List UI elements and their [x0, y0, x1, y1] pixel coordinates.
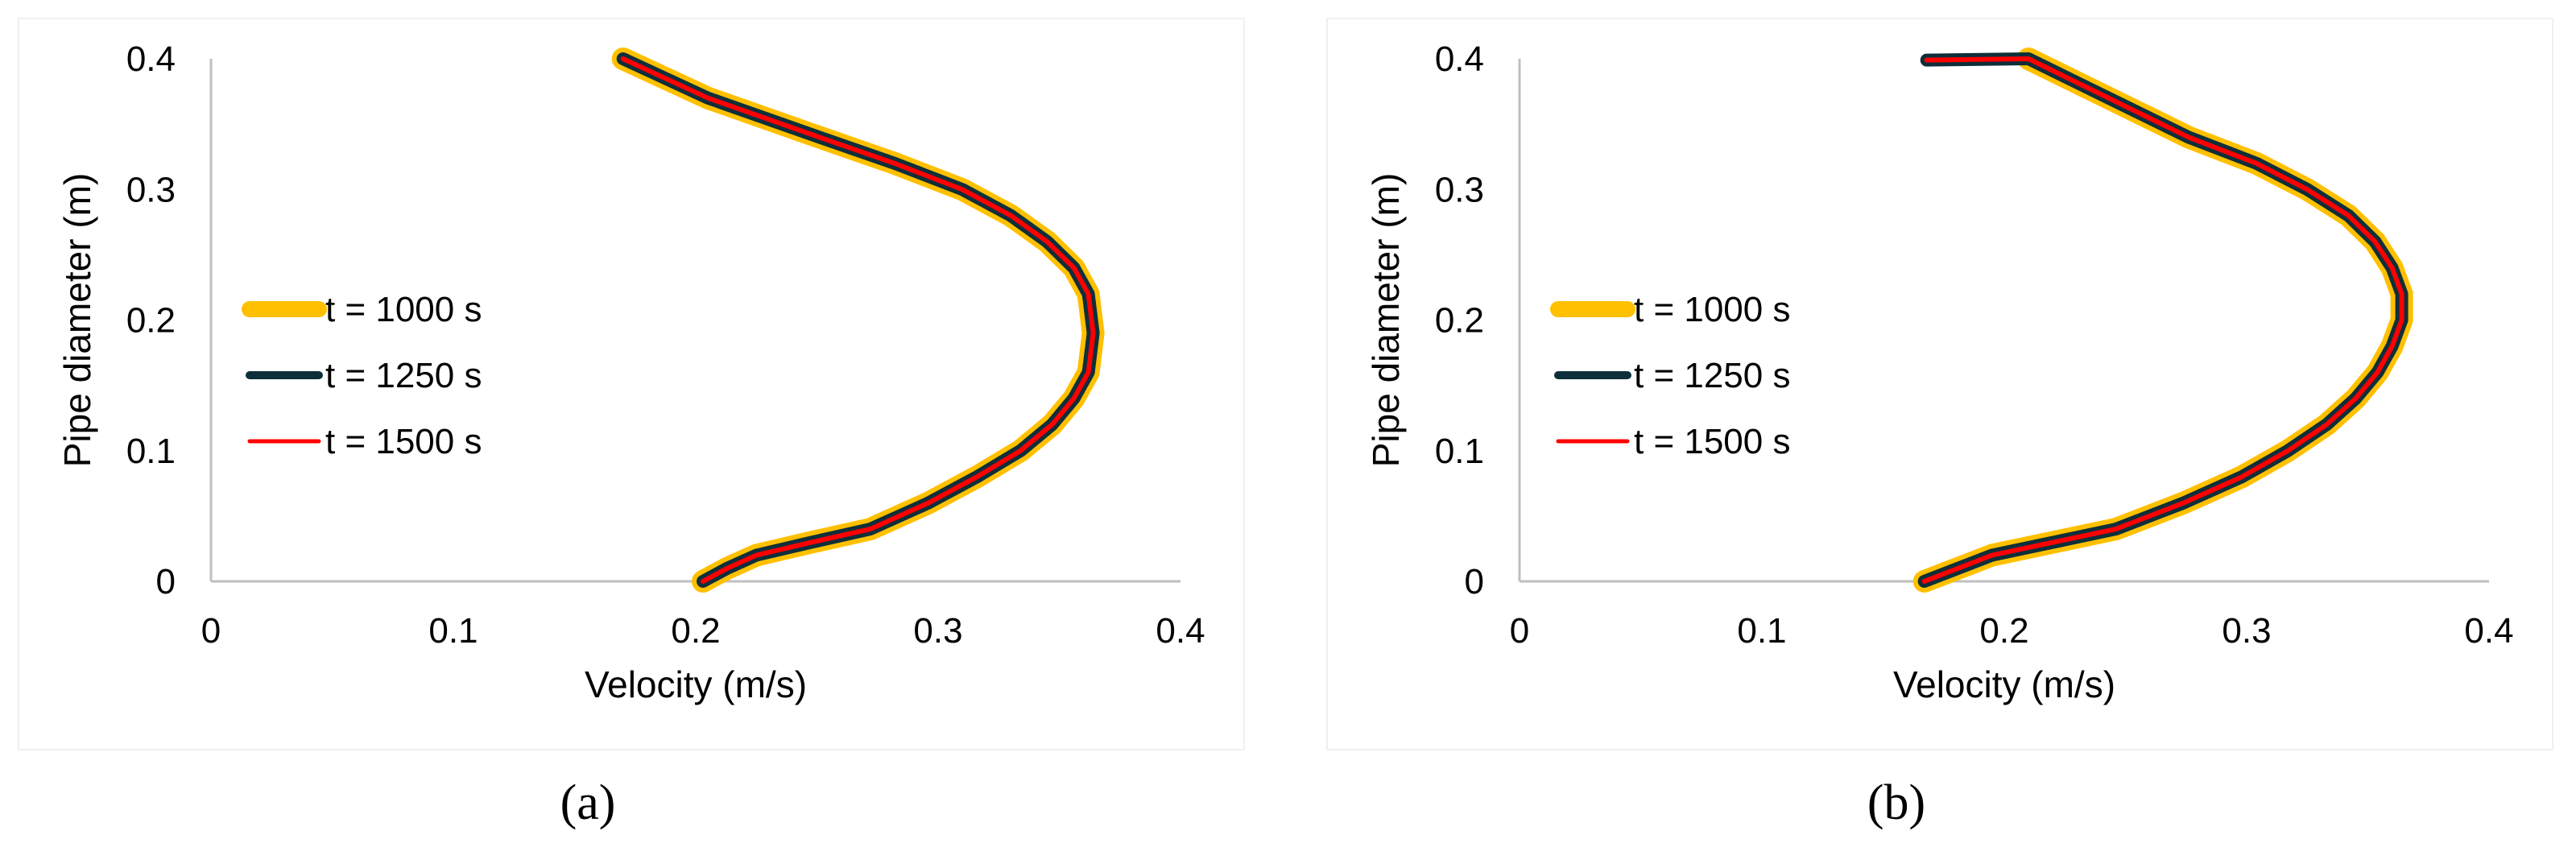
legend-label-a-1: t = 1000 s [325, 290, 482, 329]
x-tick-label-b: 0.4 [2464, 611, 2513, 651]
y-tick-label-a: 0.1 [126, 432, 176, 471]
y-tick-label-b: 0 [1465, 562, 1484, 601]
y-tick-label-a: 0.4 [126, 39, 176, 79]
x-tick-label-b: 0.3 [2222, 611, 2271, 651]
y-tick-label-b: 0.4 [1435, 39, 1484, 79]
y-tick-label-a: 0.2 [126, 301, 176, 341]
x-tick-label-b: 0.2 [1979, 611, 2028, 651]
legend-label-a-3: t = 1500 s [325, 422, 482, 461]
series-line-b-3 [1921, 56, 2404, 584]
legend-label-b-1: t = 1000 s [1634, 290, 1790, 329]
x-axis-title-b: Velocity (m/s) [1893, 663, 2115, 705]
series-line-a-1 [611, 48, 1105, 593]
legend-label-b-3: t = 1500 s [1634, 422, 1790, 461]
panel-caption-a: (a) [560, 775, 616, 830]
y-tick-label-a: 0.3 [126, 170, 176, 209]
x-tick-label-b: 0 [1510, 611, 1529, 651]
series-line-a-3 [620, 56, 1096, 584]
y-axis-title-b: Pipe diameter (m) [1365, 173, 1407, 468]
x-tick-label-a: 0.1 [428, 611, 478, 651]
chart-panel-a [18, 18, 1245, 750]
x-tick-label-a: 0.3 [913, 611, 962, 651]
legend-label-b-2: t = 1250 s [1634, 356, 1790, 395]
y-tick-label-b: 0.3 [1435, 170, 1484, 209]
y-tick-label-a: 0 [156, 562, 176, 601]
series-line-b-1 [1912, 48, 2413, 593]
y-axis-title-a: Pipe diameter (m) [56, 173, 98, 468]
x-axis-title-a: Velocity (m/s) [585, 663, 807, 705]
x-tick-label-b: 0.1 [1737, 611, 1786, 651]
y-tick-label-b: 0.1 [1435, 432, 1484, 471]
series-line-a-2 [616, 52, 1100, 588]
chart-panel-b [1326, 18, 2553, 750]
y-tick-label-b: 0.2 [1435, 301, 1484, 341]
panel-caption-b: (b) [1867, 775, 1926, 830]
x-tick-label-a: 0.2 [671, 611, 720, 651]
x-tick-label-a: 0 [201, 611, 221, 651]
legend-label-a-2: t = 1250 s [325, 356, 482, 395]
x-tick-label-a: 0.4 [1156, 611, 1205, 651]
